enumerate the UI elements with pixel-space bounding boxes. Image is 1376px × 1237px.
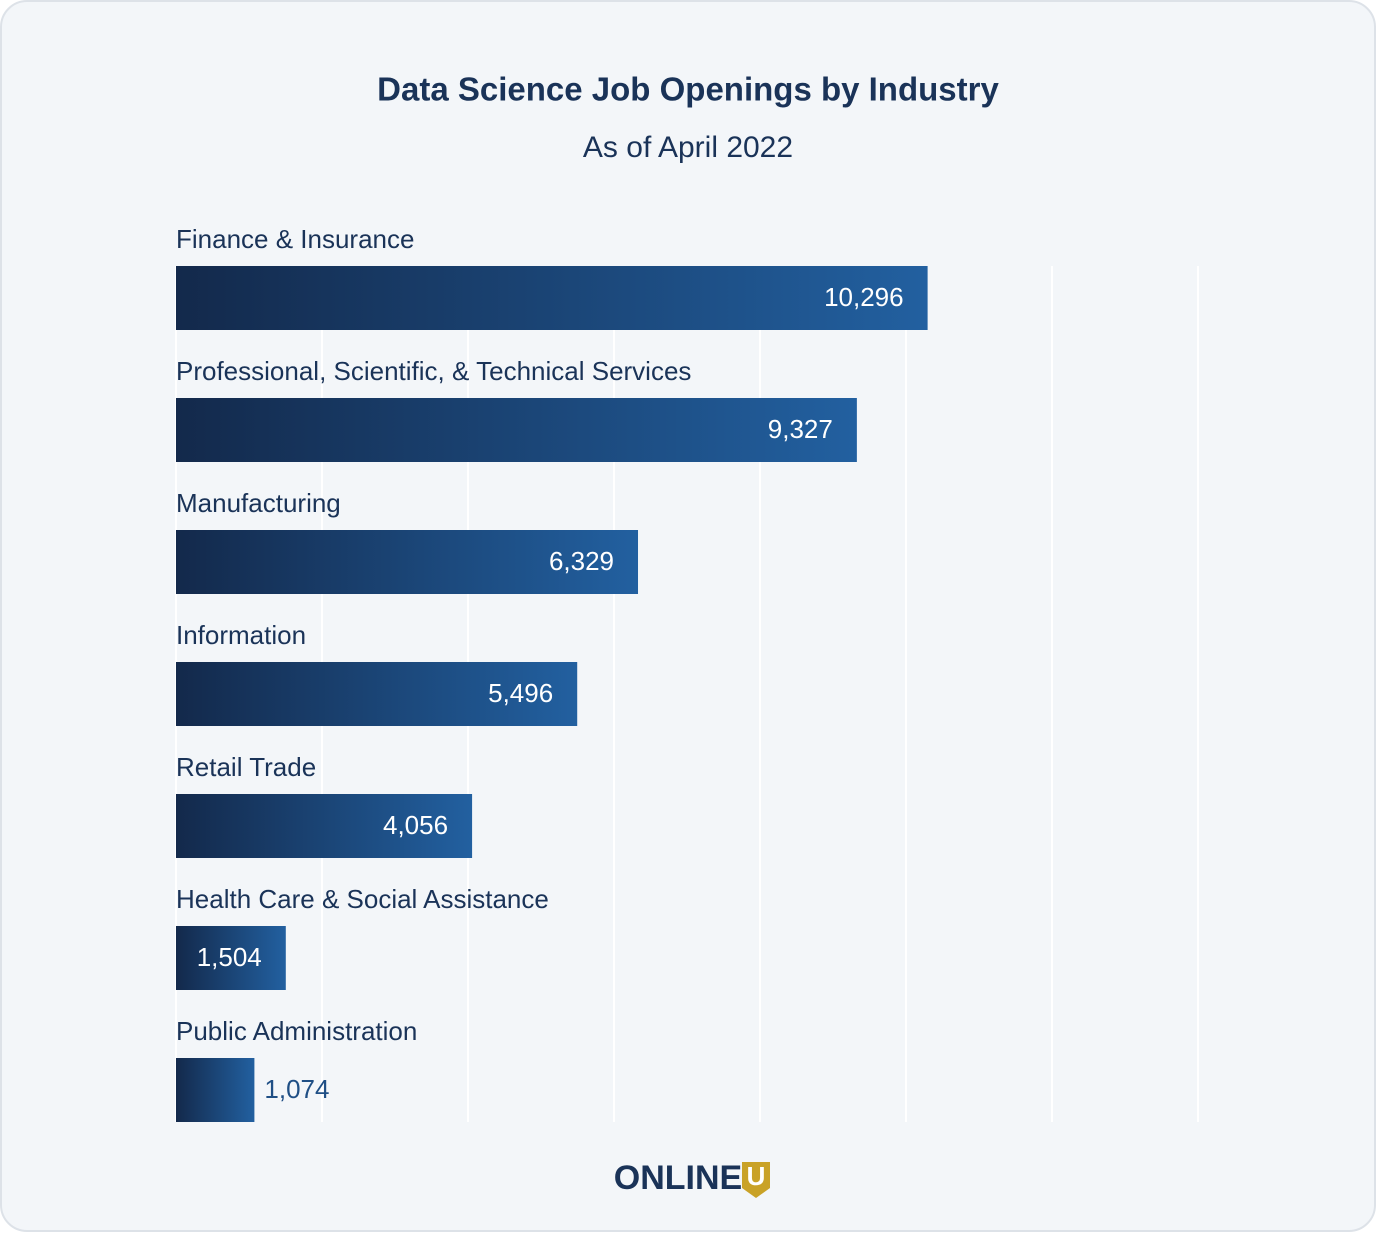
value-label: 6,329 bbox=[549, 546, 614, 576]
value-label: 1,504 bbox=[197, 942, 262, 972]
bar bbox=[176, 398, 857, 462]
value-label: 5,496 bbox=[488, 678, 553, 708]
category-label: Public Administration bbox=[176, 1016, 417, 1046]
value-label: 4,056 bbox=[383, 810, 448, 840]
category-label: Retail Trade bbox=[176, 752, 316, 782]
value-label: 1,074 bbox=[264, 1074, 329, 1104]
bar bbox=[176, 662, 578, 726]
chart-subtitle: As of April 2022 bbox=[583, 131, 793, 164]
category-label: Manufacturing bbox=[176, 488, 341, 518]
bar bbox=[176, 266, 928, 330]
bar bbox=[176, 794, 473, 858]
value-label: 9,327 bbox=[768, 414, 833, 444]
category-label: Health Care & Social Assistance bbox=[176, 884, 549, 914]
bar bbox=[176, 1058, 255, 1122]
bar bbox=[176, 530, 639, 594]
value-label: 10,296 bbox=[824, 282, 904, 312]
chart-title: Data Science Job Openings by Industry bbox=[377, 71, 999, 108]
category-label: Finance & Insurance bbox=[176, 224, 414, 254]
bar bbox=[176, 926, 286, 990]
logo-badge-shape bbox=[742, 1162, 770, 1198]
logo-text: ONLINE bbox=[614, 1159, 742, 1197]
logo-badge: U bbox=[747, 1161, 766, 1191]
logo: ONLINE U bbox=[614, 1159, 770, 1198]
category-label: Information bbox=[176, 620, 306, 650]
category-label: Professional, Scientific, & Technical Se… bbox=[176, 356, 691, 386]
